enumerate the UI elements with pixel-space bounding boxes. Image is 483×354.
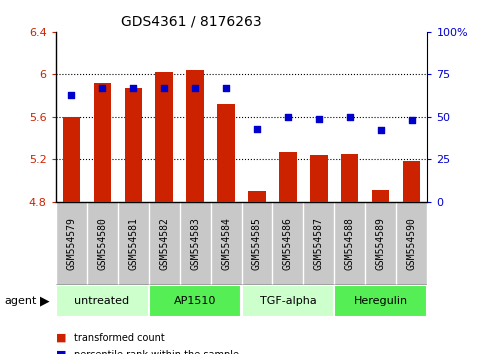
Text: GSM554582: GSM554582 <box>159 217 169 270</box>
Text: ■: ■ <box>56 350 66 354</box>
Bar <box>156 72 172 202</box>
Bar <box>62 117 80 202</box>
Point <box>284 114 292 120</box>
Text: transformed count: transformed count <box>74 333 165 343</box>
Bar <box>334 285 427 317</box>
Text: ■: ■ <box>56 333 66 343</box>
Point <box>160 85 168 91</box>
Point <box>222 85 230 91</box>
Text: GSM554580: GSM554580 <box>97 217 107 270</box>
Text: GSM554586: GSM554586 <box>283 217 293 270</box>
Text: percentile rank within the sample: percentile rank within the sample <box>74 350 239 354</box>
Bar <box>125 88 142 202</box>
Bar <box>94 83 111 202</box>
Text: GSM554584: GSM554584 <box>221 217 231 270</box>
Point <box>377 127 385 133</box>
Text: ▶: ▶ <box>40 295 49 307</box>
Point <box>129 85 137 91</box>
Text: GSM554581: GSM554581 <box>128 217 138 270</box>
Bar <box>403 161 421 202</box>
Point <box>253 126 261 132</box>
Bar <box>311 155 327 202</box>
Text: agent: agent <box>5 296 37 306</box>
Text: GSM554589: GSM554589 <box>376 217 386 270</box>
Bar <box>56 285 149 317</box>
Point <box>67 92 75 98</box>
Text: AP1510: AP1510 <box>174 296 216 306</box>
Bar <box>280 152 297 202</box>
Point <box>346 114 354 120</box>
Text: GSM554583: GSM554583 <box>190 217 200 270</box>
Text: untreated: untreated <box>74 296 129 306</box>
Text: GSM554590: GSM554590 <box>407 217 417 270</box>
Text: GDS4361 / 8176263: GDS4361 / 8176263 <box>121 14 261 28</box>
Bar <box>248 191 266 202</box>
Point <box>315 116 323 121</box>
Text: GSM554588: GSM554588 <box>345 217 355 270</box>
Point <box>408 118 416 123</box>
Bar <box>341 154 358 202</box>
Point <box>191 85 199 91</box>
Bar <box>372 190 389 202</box>
Bar <box>149 285 242 317</box>
Text: GSM554587: GSM554587 <box>314 217 324 270</box>
Text: TGF-alpha: TGF-alpha <box>260 296 316 306</box>
Text: Heregulin: Heregulin <box>354 296 408 306</box>
Bar <box>217 104 235 202</box>
Text: GSM554585: GSM554585 <box>252 217 262 270</box>
Text: GSM554579: GSM554579 <box>66 217 76 270</box>
Point <box>98 85 106 91</box>
Bar <box>186 70 203 202</box>
Bar <box>242 285 334 317</box>
